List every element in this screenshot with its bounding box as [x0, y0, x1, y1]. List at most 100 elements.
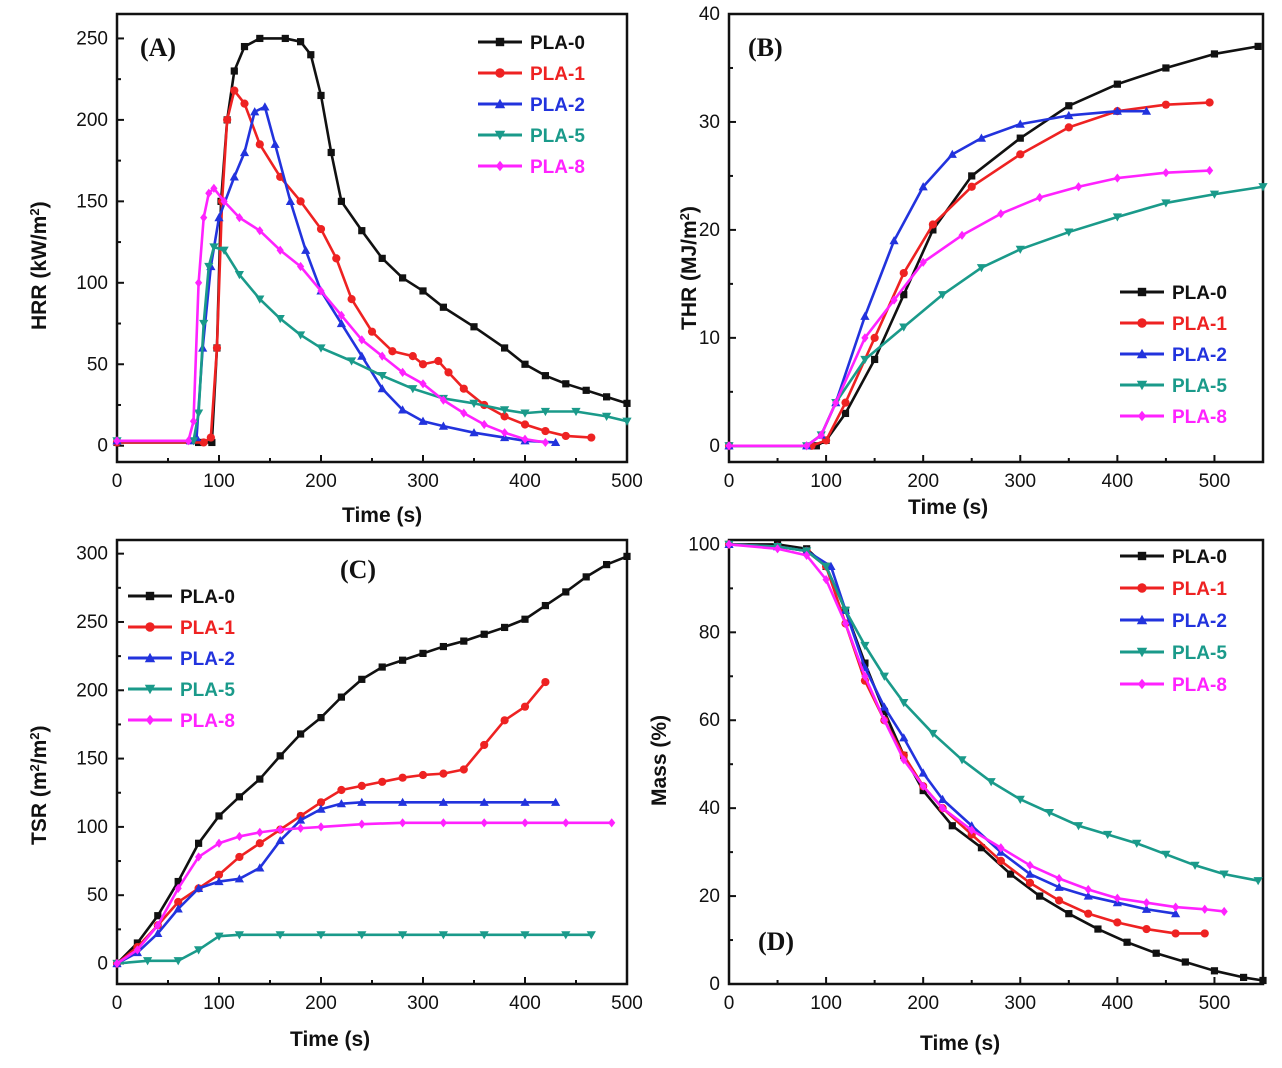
panel-d-data-point-pla-5 — [1073, 822, 1084, 831]
panel-d-series-line-pla-2 — [728, 543, 1176, 915]
panel-c-legend-label-pla-5: PLA-5 — [180, 680, 235, 701]
panel-b-data-point-pla-5 — [1112, 213, 1122, 222]
panel-a-data-point-pla-0 — [208, 438, 216, 447]
panel-d-x-axis-label: Time (s) — [920, 1032, 1000, 1055]
panel-a-y-axis-label: HRR (kW/m2) — [27, 201, 52, 330]
panel-a-data-point-pla-1 — [434, 356, 443, 366]
panel-a-data-point-pla-1 — [316, 224, 326, 234]
panel-b-data-point-pla-8 — [997, 209, 1005, 219]
panel-b-data-point-pla-0 — [1210, 50, 1219, 58]
panel-a-data-point-pla-5 — [571, 407, 581, 417]
panel-a-data-point-pla-5 — [377, 372, 387, 381]
panel-a-data-point-pla-0 — [470, 323, 478, 331]
panel-b-data-point-pla-2 — [976, 133, 987, 142]
panel-a-data-point-pla-0 — [562, 380, 570, 388]
panel-a-legend-marker-pla-1 — [495, 68, 505, 78]
panel-a-legend-marker-pla-2 — [494, 98, 506, 109]
panel-d-data-point-pla-0 — [880, 707, 888, 716]
panel-a-data-point-pla-5 — [194, 409, 204, 418]
panel-d-data-point-pla-0 — [1006, 870, 1015, 878]
panel-d-data-point-pla-1 — [1113, 918, 1122, 927]
panel-c-legend-label-pla-1: PLA-1 — [180, 618, 235, 639]
panel-b-x-tick-label: 0 — [724, 471, 735, 492]
panel-d-data-point-pla-1 — [1025, 878, 1035, 887]
panel-a-data-point-pla-5 — [602, 412, 612, 421]
panel-c-data-point-pla-8 — [317, 822, 325, 832]
panel-b-data-point-pla-8 — [1113, 173, 1121, 183]
panel-a-data-point-pla-1 — [408, 352, 417, 361]
panel-a-legend: PLA-0 PLA-1 PLA-2 PLA-5 PLA-8 — [478, 33, 585, 178]
panel-d-legend-label-pla-0: PLA-0 — [1172, 547, 1227, 568]
panel-d-data-point-pla-8 — [968, 825, 976, 835]
panel-c-data-point-pla-5 — [173, 957, 183, 966]
panel-c-data-point-pla-2 — [357, 797, 367, 806]
panel-d-x-tick-label: 300 — [1004, 993, 1036, 1014]
panel-a-data-point-pla-5 — [500, 406, 510, 415]
panel-a-data-point-pla-8 — [205, 188, 213, 198]
panel-d-data-point-pla-0 — [1123, 938, 1131, 946]
panel-a-data-point-pla-8 — [439, 395, 447, 405]
panel-a-data-point-pla-8 — [200, 213, 208, 223]
panel-c-data-point-pla-1 — [459, 765, 468, 774]
panel-d-data-point-pla-8 — [822, 574, 830, 585]
panel-b-x-tick-label: 200 — [907, 471, 939, 492]
panel-a-y-tick-label: 250 — [76, 28, 108, 49]
panel-d-data-point-pla-5 — [1015, 795, 1025, 804]
panel-c-legend-marker-pla-5 — [144, 684, 156, 695]
panel-d-data-point-pla-2 — [1171, 909, 1181, 918]
panel-a-data-point-pla-8 — [220, 196, 228, 206]
panel-a-data-point-pla-0 — [317, 91, 325, 100]
panel-b-x-tick-label: 500 — [1199, 471, 1231, 492]
panel-d-x-tick-label: 100 — [810, 993, 842, 1014]
panel-a-data-point-pla-2 — [438, 421, 448, 430]
panel-b-data-point-pla-2 — [947, 149, 957, 158]
panel-d-data-point-pla-1 — [1200, 929, 1209, 938]
panel-b-data-point-pla-0 — [900, 291, 908, 299]
panel-c-data-point-pla-0 — [439, 642, 447, 651]
panel-a-data-point-pla-0 — [603, 393, 611, 401]
panel-a-x-tick-label: 200 — [305, 471, 337, 492]
panel-b-data-point-pla-0 — [929, 226, 937, 234]
panel-c-series-line-pla-5 — [116, 933, 592, 965]
panel-a-data-point-pla-5 — [234, 271, 244, 280]
panel-a-x-tick-label: 0 — [112, 471, 123, 492]
panel-a-ticks: 0 100 200 300 400 500 0 50 100 150 200 250 — [76, 28, 643, 492]
panel-a-data-point-pla-5 — [188, 437, 199, 446]
panel-a-data-point-pla-0 — [541, 372, 549, 380]
panel-c-series-line-pla-2 — [116, 801, 556, 965]
panel-a-data-point-pla-2 — [239, 147, 250, 157]
panel-c-data-point-pla-1 — [418, 770, 428, 780]
panel-c-data-point-pla-2 — [398, 797, 408, 806]
panel-a-series-line-pla-2 — [117, 105, 556, 444]
panel-c-data-point-pla-2 — [296, 815, 306, 824]
panel-b-series-line-pla-1 — [729, 101, 1210, 448]
panel-a-data-point-pla-5 — [408, 385, 418, 394]
panel-b-data-point-pla-0 — [1162, 64, 1170, 72]
panel-b-data-point-pla-5 — [976, 264, 987, 273]
panel-a-data-point-pla-2 — [377, 384, 387, 393]
panel-b-data-point-pla-0 — [1113, 80, 1121, 88]
panel-c-data-point-pla-8 — [276, 825, 284, 835]
panel-a-data-point-pla-8 — [501, 428, 509, 438]
panel-c-y-tick-label: 100 — [76, 817, 108, 838]
panel-d-data-point-pla-8 — [1201, 904, 1209, 914]
panel-b-x-tick-label: 400 — [1102, 471, 1134, 492]
panel-c-data-point-pla-2 — [275, 835, 285, 845]
panel-c-data-point-pla-8 — [215, 838, 223, 848]
panel-a-data-point-pla-0 — [378, 254, 386, 262]
panel-c-y-tick-label: 150 — [76, 749, 108, 770]
panel-a-x-axis-label: Time (s) — [342, 504, 422, 527]
panel-a-data-point-pla-2 — [260, 102, 270, 111]
panel-b-series-line-pla-8 — [729, 169, 1210, 448]
panel-a-legend-marker-pla-0 — [495, 37, 505, 47]
panel-d-data-point-pla-2 — [1054, 882, 1064, 891]
panel-b-y-tick-label: 20 — [699, 220, 720, 241]
panel-b-data-point-pla-0 — [812, 442, 820, 450]
panel-d-data-point-pla-1 — [1084, 909, 1093, 918]
panel-c-data-point-pla-1 — [378, 777, 387, 786]
panel-b-plot-frame — [727, 12, 1265, 464]
panel-a-data-point-pla-8 — [189, 416, 198, 426]
panel-c-data-point-pla-5 — [561, 931, 571, 940]
panel-c-data-point-pla-8 — [439, 818, 447, 828]
panel-b-data-point-pla-2 — [1015, 119, 1025, 128]
